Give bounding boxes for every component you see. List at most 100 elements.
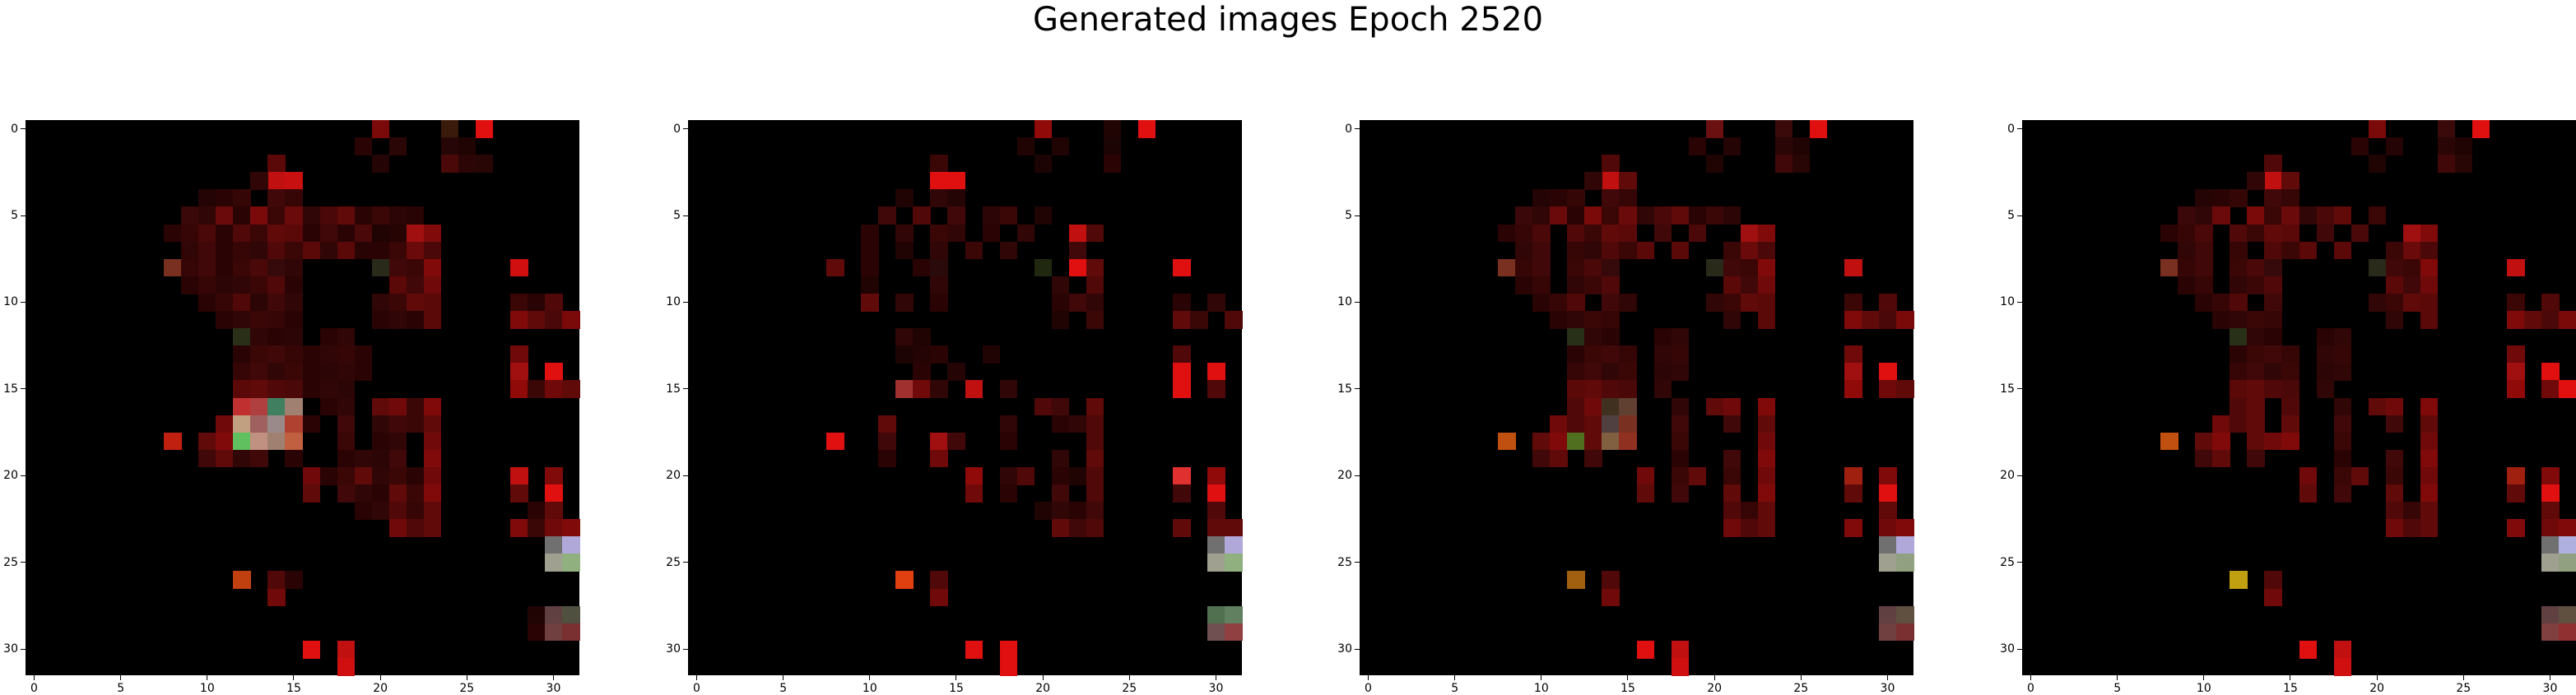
pixel xyxy=(267,432,286,451)
x-tick-label: 30 xyxy=(2542,682,2558,695)
pixel xyxy=(1844,363,1862,381)
pixel xyxy=(1602,588,1620,607)
pixel xyxy=(2264,241,2283,260)
pixel xyxy=(388,415,407,433)
pixel xyxy=(527,311,546,329)
x-tick xyxy=(2203,675,2205,680)
pixel xyxy=(2281,380,2300,399)
pixel xyxy=(561,554,580,572)
pixel xyxy=(2264,276,2283,294)
pixel xyxy=(2506,484,2525,503)
pixel xyxy=(250,415,269,433)
pixel xyxy=(1723,311,1741,329)
pixel xyxy=(2368,206,2387,225)
pixel xyxy=(2264,311,2283,329)
pixel xyxy=(1189,311,1208,329)
pixel xyxy=(1532,449,1551,468)
pixel xyxy=(2385,397,2404,416)
pixel xyxy=(2299,640,2318,659)
pixel xyxy=(2541,519,2560,537)
pixel xyxy=(250,345,269,364)
pixel xyxy=(319,345,338,364)
y-tick xyxy=(1355,128,1360,130)
pixel xyxy=(826,258,844,277)
x-tick-label: 30 xyxy=(1208,682,1224,695)
pixel xyxy=(1224,554,1243,572)
pixel xyxy=(930,345,949,364)
y-tick xyxy=(683,648,688,650)
pixel xyxy=(1705,397,1724,416)
pixel xyxy=(1515,258,1533,277)
pixel xyxy=(164,258,182,277)
x-tick-label: 5 xyxy=(779,682,788,695)
pixel xyxy=(216,415,234,433)
pixel xyxy=(233,241,251,260)
pixel xyxy=(250,380,269,399)
pixel xyxy=(861,293,879,312)
pixel xyxy=(2230,380,2248,399)
pixel xyxy=(527,519,546,537)
pixel xyxy=(2264,224,2283,243)
pixel xyxy=(930,155,949,173)
pixel xyxy=(2299,241,2318,260)
y-tick-label: 25 xyxy=(2000,555,2015,569)
pixel xyxy=(561,519,580,537)
y-tick-label: 15 xyxy=(3,382,18,396)
pixel xyxy=(861,241,879,260)
x-tick xyxy=(1627,675,1629,680)
x-tick-label: 10 xyxy=(2196,682,2211,695)
pixel xyxy=(1550,206,1568,225)
pixel xyxy=(2333,449,2352,468)
pixel xyxy=(440,120,459,138)
pixel xyxy=(930,172,949,190)
pixel xyxy=(1688,224,1707,243)
pixel xyxy=(1224,519,1243,537)
pixel xyxy=(544,466,563,485)
x-tick xyxy=(2376,675,2378,680)
pixel xyxy=(1723,466,1741,485)
pixel xyxy=(999,484,1018,503)
pixel xyxy=(861,276,879,294)
y-tick-label: 5 xyxy=(1345,209,1352,223)
x-tick-label: 0 xyxy=(2027,682,2034,695)
pixel xyxy=(2506,311,2525,329)
y-tick xyxy=(1355,388,1360,390)
pixel xyxy=(406,466,425,485)
pixel xyxy=(198,241,216,260)
pixel xyxy=(285,206,304,225)
pixel xyxy=(2281,397,2300,416)
pixel xyxy=(2247,345,2266,364)
pixel xyxy=(1861,311,1880,329)
pixel xyxy=(181,258,199,277)
pixel xyxy=(1602,415,1620,433)
pixel xyxy=(1878,484,1897,503)
pixel xyxy=(947,172,966,190)
pixel xyxy=(1584,345,1603,364)
pixel xyxy=(1550,189,1568,208)
pixel xyxy=(2160,432,2178,451)
pixel xyxy=(233,363,251,381)
pixel xyxy=(1723,293,1741,312)
pixel xyxy=(1636,466,1655,485)
pixel xyxy=(2385,466,2404,485)
pixel xyxy=(544,519,563,537)
pixel xyxy=(2264,363,2283,381)
pixel xyxy=(2333,432,2352,451)
pixel xyxy=(233,311,251,329)
pixel xyxy=(406,397,425,416)
pixel xyxy=(250,172,269,190)
pixel xyxy=(371,224,390,243)
pixel xyxy=(1619,224,1638,243)
pixel xyxy=(1103,155,1122,173)
pixel xyxy=(1086,466,1104,485)
y-tick-label: 30 xyxy=(666,642,681,656)
pixel xyxy=(302,415,321,433)
pixel xyxy=(233,449,251,468)
pixel xyxy=(1895,536,1914,554)
y-tick-label: 15 xyxy=(1337,382,1352,396)
pixel xyxy=(509,519,528,537)
x-tick xyxy=(2462,675,2464,680)
pixel xyxy=(1532,224,1551,243)
pixel xyxy=(285,311,304,329)
x-tick xyxy=(1128,675,1130,680)
